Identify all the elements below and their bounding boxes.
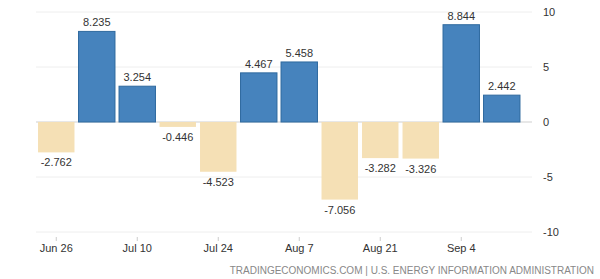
- x-tick-label: Aug 21: [363, 242, 398, 254]
- chart-container: -10 -5 0 5 10 -2.762 8.235 3.254 -0.446 -4.523 4.4…: [0, 0, 600, 279]
- data-label: 4.467: [245, 58, 273, 70]
- y-tick-label: -5: [543, 171, 553, 183]
- y-tick-label: 0: [543, 116, 549, 128]
- bars: [38, 25, 520, 200]
- x-tick-label: Jul 24: [204, 242, 233, 254]
- data-label: 8.235: [83, 16, 111, 28]
- data-label: -4.523: [203, 176, 234, 188]
- data-label: 5.458: [285, 47, 313, 59]
- data-label: -0.446: [162, 131, 193, 143]
- bar: [322, 122, 358, 200]
- bar: [281, 62, 317, 122]
- data-label: -3.326: [405, 163, 436, 175]
- data-label: -7.056: [324, 204, 355, 216]
- y-tick-label: 5: [543, 61, 549, 73]
- x-tick: [299, 237, 300, 241]
- bar: [443, 25, 479, 122]
- bar: [160, 122, 196, 127]
- bar: [403, 122, 439, 159]
- x-tick: [137, 237, 138, 241]
- grid-line: [36, 177, 532, 178]
- x-tick: [56, 237, 57, 241]
- x-tick-label: Jun 26: [40, 242, 73, 254]
- data-label: -2.762: [41, 156, 72, 168]
- bar: [79, 31, 115, 122]
- bar: [362, 122, 398, 158]
- data-label: 2.442: [488, 80, 516, 92]
- bar: [241, 73, 277, 122]
- x-tick-label: Aug 7: [285, 242, 314, 254]
- x-tick: [218, 237, 219, 241]
- x-tick-label: Sep 4: [447, 242, 476, 254]
- chart-svg: -10 -5 0 5 10 -2.762 8.235 3.254 -0.446 -4.523 4.4…: [0, 0, 600, 279]
- x-tick: [461, 237, 462, 241]
- bar: [38, 122, 74, 152]
- data-label: -3.282: [365, 162, 396, 174]
- source: TRADINGECONOMICS.COM | U.S. ENERGY INFOR…: [230, 265, 594, 276]
- data-label: 8.844: [447, 10, 475, 22]
- bar: [200, 122, 236, 172]
- bar: [119, 86, 155, 122]
- data-label: 3.254: [123, 71, 151, 83]
- y-tick-label: -10: [543, 226, 559, 238]
- grid-line: [36, 232, 532, 233]
- y-tick-label: 10: [543, 6, 555, 18]
- x-tick-label: Jul 10: [123, 242, 152, 254]
- bar: [484, 95, 520, 122]
- x-tick: [380, 237, 381, 241]
